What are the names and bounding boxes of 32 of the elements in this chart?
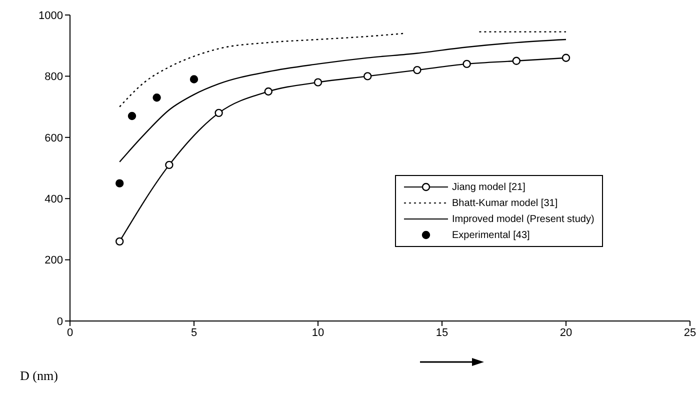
x-tick-label: 0 [66,326,74,339]
point [413,66,422,74]
point [128,112,136,120]
point [364,72,372,80]
y-tick-label: 1000 [38,10,63,22]
point [314,78,322,86]
point [264,87,272,96]
legend-label: Experimental [43] [452,230,530,240]
legend-label: Improved model (Present study) [452,214,594,224]
x-tick-label: 25 [684,326,696,339]
point [165,160,174,170]
x-tick-label: 10 [312,326,324,339]
line-series [119,38,567,162]
x-tick-label: 5 [190,326,198,339]
y-tick-label: 0 [56,316,63,328]
point [190,75,198,84]
point [562,54,570,62]
point [116,237,124,246]
legend-label: Jiang model [21] [452,182,526,192]
y-tick-label: 200 [44,254,63,267]
x-tick-label: 15 [436,326,448,339]
point [512,56,520,65]
point [116,179,124,188]
x-axis-title: D (nm) [20,368,58,384]
y-tick-label: 600 [44,132,63,144]
x-tick-label: 20 [560,326,572,339]
point [152,94,161,102]
legend-label: Bhatt-Kumar model [31] [452,198,558,208]
y-tick-label: 800 [44,71,63,84]
point [214,108,223,118]
point [462,60,471,68]
y-tick-label: 400 [44,194,63,206]
